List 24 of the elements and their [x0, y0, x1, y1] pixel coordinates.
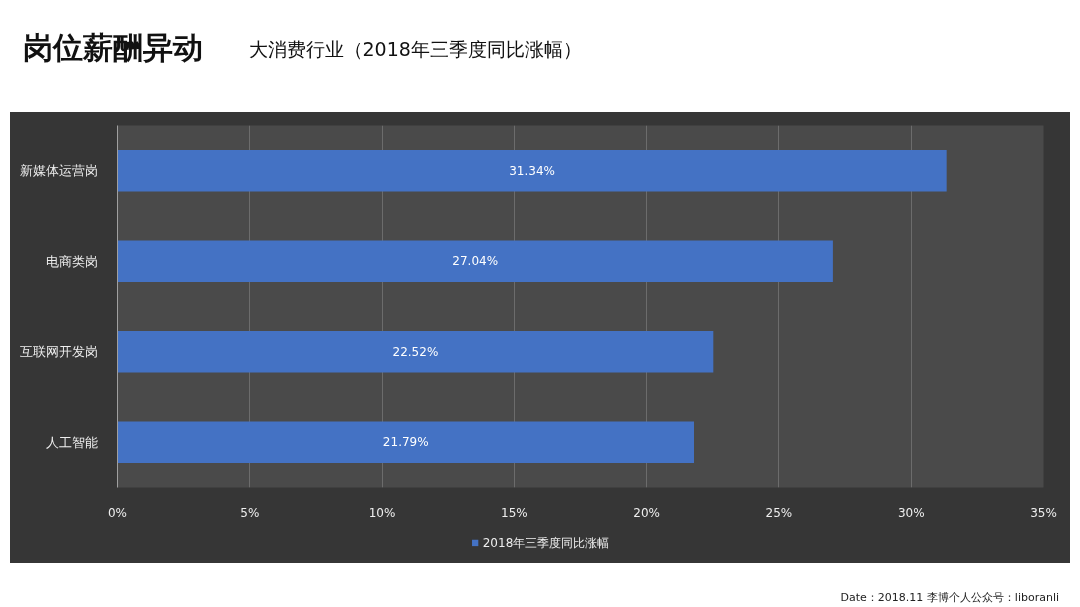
bar	[117, 421, 694, 464]
x-tick-label: 25%	[765, 505, 793, 520]
x-tick-label: 10%	[368, 505, 396, 520]
legend-label: 2018年三季度同比涨幅	[482, 534, 610, 551]
chart-subtitle: 大消费行业（2018年三季度同比涨幅）	[248, 37, 582, 60]
data-label: 27.04%	[452, 254, 499, 269]
data-label: 21.79%	[382, 435, 429, 450]
data-label: 22.52%	[392, 344, 439, 359]
bar	[117, 149, 947, 192]
x-tick-label: 35%	[1030, 505, 1057, 520]
text: Date：2018.11 李博个人公众号：liboranli	[840, 591, 1060, 604]
x-tick-label: 15%	[501, 505, 528, 520]
bar	[117, 240, 833, 283]
y-tick-label: 新媒体运营岗	[19, 163, 98, 179]
y-tick-label: 人工智能	[45, 434, 98, 450]
x-tick-label: 30%	[897, 505, 925, 520]
chart-title: 岗位薪酬异动	[22, 30, 203, 65]
x-tick-label: 20%	[633, 505, 660, 520]
x-tick-label: 0%	[107, 505, 128, 520]
y-tick-label: 互联网开发岗	[19, 344, 98, 360]
data-label: 31.34%	[509, 163, 555, 178]
x-tick-label: 5%	[240, 505, 260, 520]
y-tick-label: 电商类岗	[45, 253, 98, 269]
bar	[117, 330, 714, 373]
